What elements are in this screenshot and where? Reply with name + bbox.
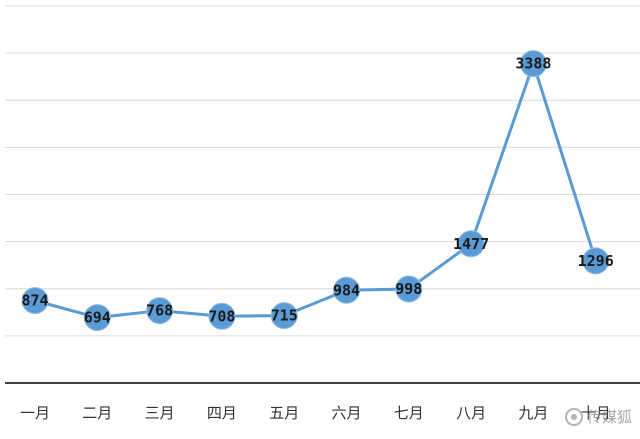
data-point-2	[83, 304, 111, 332]
x-tick-label-1: 一月	[20, 404, 50, 422]
data-label-5: 715	[271, 307, 298, 325]
data-label-8: 1477	[453, 235, 489, 253]
x-tick-label-6: 六月	[331, 404, 361, 422]
data-point-3	[146, 297, 174, 325]
wechat-icon	[564, 407, 583, 426]
data-label-1: 874	[21, 292, 48, 310]
data-label-9: 3388	[515, 55, 551, 73]
x-tick-label-3: 三月	[145, 404, 175, 422]
data-point-8	[457, 230, 485, 258]
data-point-1	[21, 287, 49, 315]
data-label-7: 998	[395, 280, 422, 298]
x-tick-label-10: 十月	[581, 404, 611, 422]
x-tick-label-5: 五月	[269, 404, 299, 422]
data-point-6	[333, 276, 360, 304]
data-point-9	[519, 50, 547, 78]
x-tick-label-4: 四月	[207, 404, 237, 422]
data-label-2: 694	[84, 309, 111, 327]
data-point-5	[270, 302, 298, 330]
data-point-4	[208, 302, 236, 330]
data-label-10: 1296	[578, 252, 614, 270]
gridlines	[5, 5, 640, 337]
data-labels: 874 694 768 708 715 984 998 1477 3388 1296	[21, 55, 613, 327]
x-tick-label-2: 二月	[82, 404, 112, 422]
series-line	[34, 62, 598, 320]
data-label-3: 768	[146, 302, 173, 320]
watermark-text: 传媒狐	[586, 408, 632, 426]
watermark: 传媒狐	[564, 406, 632, 427]
data-label-6: 984	[333, 281, 360, 299]
data-points	[21, 50, 610, 332]
data-point-7	[395, 275, 423, 303]
x-tick-labels: 一月 二月 三月 四月 五月 六月 七月 八月 九月 十月	[20, 404, 611, 422]
x-tick-label-7: 七月	[394, 404, 424, 422]
data-point-10	[582, 247, 610, 275]
x-tick-label-8: 八月	[456, 404, 486, 422]
data-label-4: 708	[208, 307, 235, 325]
x-tick-label-9: 九月	[518, 404, 548, 422]
